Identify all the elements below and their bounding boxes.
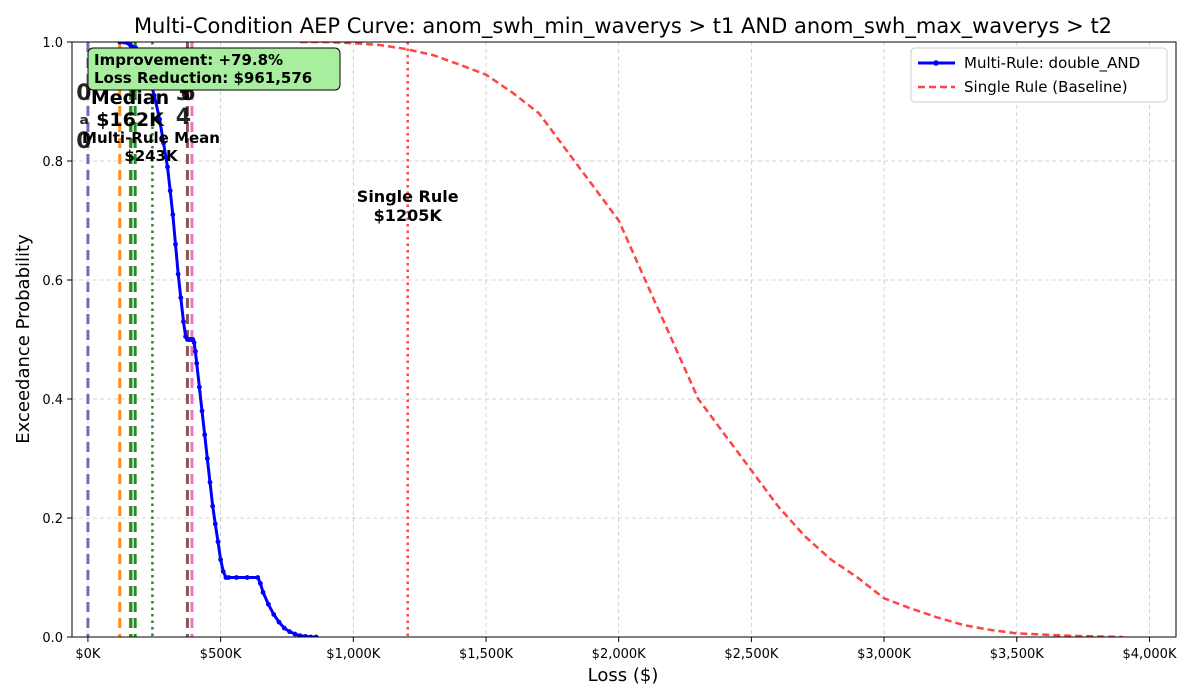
x-tick-label: $3,000K — [857, 647, 911, 662]
legend-label-multi-rule: Multi-Rule: double_AND — [964, 54, 1140, 73]
y-tick-label: 0.0 — [42, 631, 63, 646]
series-point-multi-rule — [220, 569, 226, 574]
x-tick-label: $2,000K — [592, 647, 646, 662]
legend-marker-multi-rule — [933, 60, 939, 66]
x-axis-label: Loss ($) — [588, 665, 659, 686]
series-point-multi-rule — [260, 589, 266, 595]
x-tick-label: $2,500K — [724, 647, 778, 662]
percentile-label: ₐ — [79, 105, 89, 130]
series-point-multi-rule — [178, 295, 184, 301]
series-point-multi-rule — [313, 634, 319, 637]
series-point-multi-rule — [212, 521, 218, 527]
series-point-multi-rule — [181, 319, 186, 325]
x-tick-label: $3,500K — [990, 647, 1044, 662]
series-point-multi-rule — [244, 575, 250, 580]
x-tick-label: $4,000K — [1122, 647, 1176, 662]
series-point-multi-rule — [117, 42, 123, 45]
series-point-multi-rule — [157, 116, 162, 122]
x-tick-label: $1,500K — [459, 647, 513, 662]
series-point-multi-rule — [167, 188, 173, 194]
multi-rule-mean-label: $243K — [124, 147, 179, 165]
series-line-single-rule — [300, 42, 1123, 637]
annotation-box: Improvement: +79.8% Loss Reduction: $961… — [87, 47, 341, 91]
series-point-multi-rule — [258, 581, 263, 586]
y-tick-label: 0.4 — [42, 393, 63, 408]
y-axis-label: Exceedance Probability — [13, 234, 34, 444]
axes-frame — [71, 41, 1177, 638]
percentile-label: 4 — [176, 105, 191, 130]
x-tick-label: $1,000K — [326, 647, 380, 662]
y-tick-label: 0.2 — [42, 512, 63, 527]
series-point-multi-rule — [202, 432, 208, 438]
annotation-improvement: Improvement: +79.8% — [94, 51, 283, 69]
series-point-multi-rule — [218, 557, 224, 563]
series-point-multi-rule — [226, 575, 231, 580]
series-point-multi-rule — [281, 625, 287, 631]
series-point-multi-rule — [210, 503, 216, 509]
series-point-multi-rule — [297, 633, 303, 637]
series-point-multi-rule — [127, 42, 133, 48]
series-point-multi-rule — [287, 629, 293, 635]
median-label: $162K — [96, 109, 165, 131]
series-point-multi-rule — [234, 575, 239, 580]
series-point-multi-rule — [271, 611, 277, 617]
percentile-label: 0 — [76, 81, 91, 106]
series-point-multi-rule — [170, 212, 176, 217]
series-point-multi-rule — [165, 164, 170, 170]
series-point-multi-rule — [215, 539, 221, 545]
series-point-multi-rule — [292, 631, 298, 637]
series-point-multi-rule — [191, 340, 197, 345]
series-point-multi-rule — [204, 456, 210, 461]
series-point-multi-rule — [175, 271, 181, 277]
median-label: Median — [91, 87, 169, 109]
series-point-multi-rule — [207, 479, 213, 485]
y-tick-label: 0.6 — [42, 274, 63, 289]
legend-label-single-rule: Single Rule (Baseline) — [964, 78, 1128, 96]
annotation-loss-reduction: Loss Reduction: $961,576 — [94, 69, 312, 87]
series-point-multi-rule — [199, 408, 205, 414]
series-point-multi-rule — [161, 140, 166, 146]
legend-frame — [910, 47, 1168, 103]
percentile-label: 0 — [76, 129, 91, 154]
series-point-multi-rule — [255, 575, 261, 580]
single-rule-label: $1205K — [374, 206, 443, 225]
series-point-multi-rule — [196, 384, 202, 390]
series-point-multi-rule — [276, 619, 282, 625]
multi-rule-mean-label: Multi-Rule Mean — [82, 129, 220, 147]
y-tick-label: 1.0 — [42, 36, 63, 51]
series-point-multi-rule — [303, 634, 308, 637]
chart-title: Multi-Condition AEP Curve: anom_swh_min_… — [134, 14, 1112, 39]
series-point-multi-rule — [265, 601, 271, 607]
series-point-multi-rule — [193, 349, 198, 354]
series-point-multi-rule — [308, 634, 314, 637]
x-tick-label: $0K — [75, 647, 101, 662]
legend: Multi-Rule: double_AND Single Rule (Base… — [910, 47, 1168, 103]
annotation-box-background — [87, 47, 341, 91]
x-tick-label: $500K — [200, 647, 242, 662]
series-point-multi-rule — [194, 360, 200, 366]
series-point-multi-rule — [173, 241, 178, 247]
series-point-multi-rule — [151, 93, 157, 98]
plot-content — [86, 42, 1123, 637]
single-rule-label: Single Rule — [357, 187, 459, 206]
series-point-multi-rule — [121, 42, 127, 45]
y-tick-label: 0.8 — [42, 155, 63, 170]
